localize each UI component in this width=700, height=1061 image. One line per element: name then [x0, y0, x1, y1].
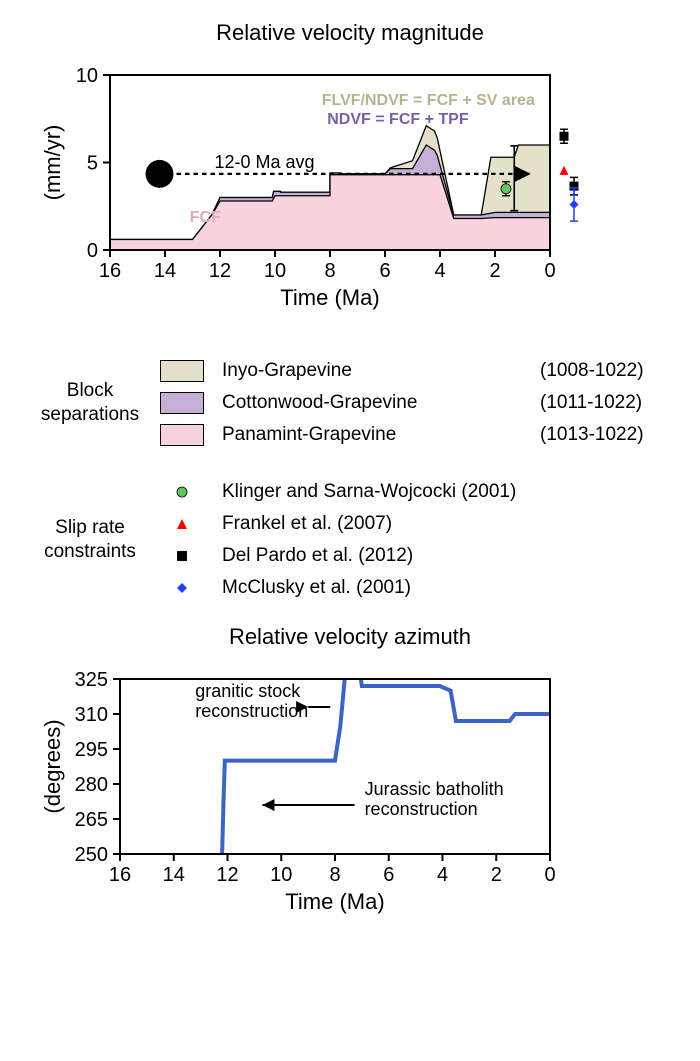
velocity-azimuth-chart: Relative velocity azimuth granitic stock…	[20, 624, 680, 939]
svg-text:6: 6	[383, 864, 394, 886]
svg-text:4: 4	[437, 864, 448, 886]
chart-title-bottom: Relative velocity azimuth	[20, 624, 680, 650]
svg-text:FCF: FCF	[190, 209, 221, 226]
legend-markers-rows: Klinger and Sarna-Wojcocki (2001) Frankel…	[160, 476, 680, 604]
legend-label: Cottonwood-Grapevine	[222, 392, 540, 414]
svg-text:325: 325	[75, 669, 108, 691]
legend-label: Frankel et al. (2007)	[222, 513, 680, 535]
legend-row: Frankel et al. (2007)	[160, 508, 680, 540]
svg-text:12: 12	[216, 864, 238, 886]
legend-marker-icon	[160, 483, 204, 501]
legend-marker-icon	[160, 579, 204, 597]
svg-text:(mm/yr): (mm/yr)	[40, 125, 65, 201]
legend-row: McClusky et al. (2001)	[160, 572, 680, 604]
legend-row: Panamint-Grapevine(1013-1022)	[160, 419, 680, 451]
top-chart-svg: 12-0 Ma avg FLVF/NDVF = FCF + SV area NDVF…	[20, 50, 640, 330]
svg-text:NDVF = FCF + TPF: NDVF = FCF + TPF	[327, 111, 469, 128]
svg-text:Time (Ma): Time (Ma)	[285, 889, 384, 914]
svg-text:5: 5	[87, 153, 98, 175]
svg-text:6: 6	[379, 260, 390, 282]
legend-block-separations: Block separations Inyo-Grapevine(1008-10…	[20, 355, 680, 451]
svg-text:265: 265	[75, 809, 108, 831]
svg-text:0: 0	[544, 260, 555, 282]
svg-text:10: 10	[270, 864, 292, 886]
svg-text:8: 8	[329, 864, 340, 886]
svg-text:2: 2	[491, 864, 502, 886]
legend-row: Del Pardo et al. (2012)	[160, 540, 680, 572]
bottom-chart-svg: granitic stockreconstructionJurassic bat…	[20, 654, 620, 939]
svg-text:(degrees): (degrees)	[40, 719, 65, 813]
legend-label: Del Pardo et al. (2012)	[222, 545, 680, 567]
svg-text:granitic stock: granitic stock	[195, 681, 301, 701]
svg-text:reconstruction: reconstruction	[365, 799, 478, 819]
legend-row: Inyo-Grapevine(1008-1022)	[160, 355, 680, 387]
legend-label: Inyo-Grapevine	[222, 360, 540, 382]
svg-text:Jurassic batholith: Jurassic batholith	[365, 779, 504, 799]
svg-text:16: 16	[99, 260, 121, 282]
svg-text:14: 14	[154, 260, 176, 282]
svg-text:8: 8	[324, 260, 335, 282]
svg-text:reconstruction: reconstruction	[195, 701, 308, 721]
legend-swatch	[160, 360, 204, 382]
svg-text:12-0 Ma avg: 12-0 Ma avg	[215, 152, 315, 172]
legend-blocks-rows: Inyo-Grapevine(1008-1022)Cottonwood-Grap…	[160, 355, 680, 451]
svg-text:Time (Ma): Time (Ma)	[280, 285, 379, 310]
legend-row: Cottonwood-Grapevine(1011-1022)	[160, 387, 680, 419]
svg-text:2: 2	[489, 260, 500, 282]
svg-text:12: 12	[209, 260, 231, 282]
svg-text:280: 280	[75, 774, 108, 796]
svg-text:FLVF/NDVF = FCF + SV area: FLVF/NDVF = FCF + SV area	[322, 92, 535, 109]
legend-range: (1008-1022)	[540, 360, 680, 382]
svg-text:10: 10	[76, 65, 98, 87]
legend-left-label-markers: Slip rate constraints	[20, 516, 160, 564]
legend-label: Panamint-Grapevine	[222, 424, 540, 446]
legend-range: (1013-1022)	[540, 424, 680, 446]
svg-text:10: 10	[264, 260, 286, 282]
legend-left-label-blocks: Block separations	[20, 379, 160, 427]
svg-text:310: 310	[75, 704, 108, 726]
chart-title-top: Relative velocity magnitude	[20, 20, 680, 46]
legend-marker-icon	[160, 515, 204, 533]
legend-row: Klinger and Sarna-Wojcocki (2001)	[160, 476, 680, 508]
svg-text:0: 0	[544, 864, 555, 886]
legend-marker-icon	[160, 547, 204, 565]
velocity-magnitude-chart: Relative velocity magnitude 12-0 Ma avg F…	[20, 20, 680, 330]
legend-range: (1011-1022)	[540, 392, 680, 414]
svg-text:4: 4	[434, 260, 445, 282]
svg-text:14: 14	[163, 864, 185, 886]
svg-text:0: 0	[87, 240, 98, 262]
legend-swatch	[160, 424, 204, 446]
svg-text:295: 295	[75, 739, 108, 761]
svg-text:250: 250	[75, 844, 108, 866]
legend-label: Klinger and Sarna-Wojcocki (2001)	[222, 481, 680, 503]
legend-label: McClusky et al. (2001)	[222, 577, 680, 599]
legend-slip-rate: Slip rate constraints Klinger and Sarna-…	[20, 476, 680, 604]
svg-text:16: 16	[109, 864, 131, 886]
legend-swatch	[160, 392, 204, 414]
